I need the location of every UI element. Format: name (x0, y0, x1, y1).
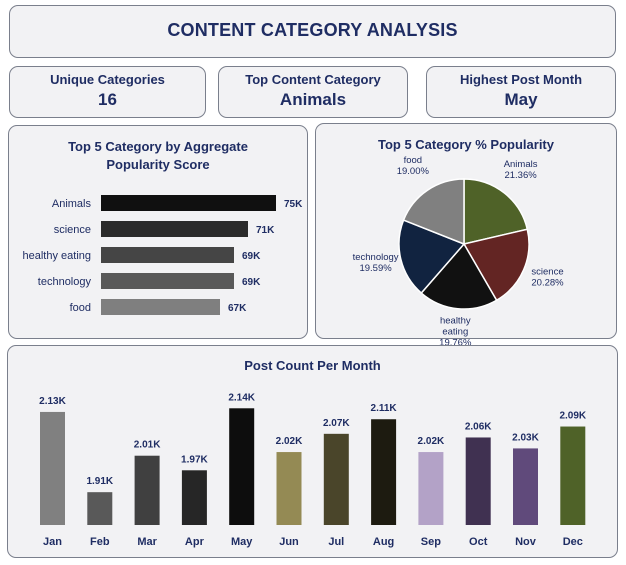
bar-category-label: food (70, 302, 91, 314)
pie-slice-label: Animals 21.36% (504, 159, 538, 181)
column-value-label: 2.01K (134, 440, 161, 451)
month-label: Aug (373, 536, 394, 548)
kpi-card-highest-post-month: Highest Post Month May (426, 66, 616, 118)
bar (101, 221, 248, 237)
kpi-label: Highest Post Month (459, 72, 583, 87)
column-value-label: 1.91K (86, 476, 113, 487)
column-bar (513, 448, 538, 525)
month-label: Jun (279, 536, 299, 548)
kpi-label: Top Content Category (245, 72, 381, 87)
category-bar-chart-panel: Top 5 Category by Aggregate Popularity S… (8, 125, 308, 339)
bar (101, 195, 276, 211)
month-label: Jan (43, 536, 62, 548)
kpi-value: 16 (98, 90, 117, 109)
column-bar (560, 426, 586, 525)
column-bar (229, 408, 255, 525)
kpi-label: Unique Categories (50, 72, 165, 87)
column-value-label: 2.11K (371, 403, 398, 414)
column-bar (134, 455, 160, 525)
pie-slice-label: food 19.00% (397, 155, 430, 177)
column-value-label: 2.09K (559, 411, 586, 422)
month-label: Mar (137, 536, 157, 548)
bar-value-label: 75K (284, 199, 303, 210)
pie-slice (402, 178, 465, 246)
column-bar (371, 419, 397, 525)
pie-slice-label: science 20.28% (531, 267, 564, 289)
dashboard-title: CONTENT CATEGORY ANALYSIS (167, 20, 458, 40)
month-label: May (231, 536, 253, 548)
kpi-value: May (504, 90, 538, 109)
month-label: Oct (469, 536, 488, 548)
column-bar (418, 452, 444, 525)
month-label: Nov (515, 536, 537, 548)
bar (101, 247, 234, 263)
column-value-label: 2.07K (323, 418, 350, 429)
column-bar (87, 492, 113, 525)
category-bar-chart: Animals 75K science 71K healthy eating 69K tec… (23, 195, 303, 315)
bar-category-label: healthy eating (23, 250, 92, 262)
column-bar (276, 452, 302, 525)
month-label: Dec (563, 536, 583, 548)
bar-value-label: 71K (256, 225, 275, 236)
bar-value-label: 67K (228, 303, 247, 314)
pie-slice (420, 242, 498, 310)
bar-value-label: 69K (242, 277, 261, 288)
chart-title: Top 5 Category by Aggregate Popularity S… (68, 139, 248, 172)
chart-title: Top 5 Category % Popularity (377, 137, 554, 152)
title-panel: CONTENT CATEGORY ANALYSIS (9, 5, 616, 58)
pie-slice (463, 178, 529, 245)
month-label: Jul (328, 536, 344, 548)
column-value-label: 2.14K (228, 392, 255, 403)
bar-category-label: science (54, 224, 91, 236)
pie-slice-label: healthy eating 19.76% (439, 316, 472, 349)
column-bar (465, 437, 491, 525)
bar (101, 299, 220, 315)
month-label: Apr (185, 536, 205, 548)
bar-category-label: technology (38, 276, 92, 288)
chart-title: Post Count Per Month (244, 358, 381, 373)
month-label: Feb (90, 536, 110, 548)
column-bar (40, 411, 65, 525)
monthly-post-chart-panel: Post Count Per Month 2.13K Jan 1.91K Feb 2.0… (7, 345, 618, 558)
column-value-label: 1.97K (181, 454, 208, 465)
category-pie-chart: Animals 21.36% science 20.28% healthy eating 1… (353, 155, 565, 348)
pie-slice (462, 228, 530, 302)
bar-category-label: Animals (52, 198, 92, 210)
column-value-label: 2.13K (39, 396, 66, 407)
kpi-card-unique-categories: Unique Categories 16 (9, 66, 206, 118)
kpi-value: Animals (279, 90, 347, 109)
column-bar (181, 470, 207, 525)
bar (101, 273, 234, 289)
monthly-post-chart: 2.13K Jan 1.91K Feb 2.01K Mar 1.97K Apr 2.14K May… (39, 392, 587, 548)
column-value-label: 2.03K (512, 432, 539, 443)
pie-slice-label: technology 19.59% (353, 252, 399, 274)
column-value-label: 2.02K (276, 436, 303, 447)
bar-value-label: 69K (242, 251, 261, 262)
column-bar (323, 433, 349, 525)
column-value-label: 2.02K (418, 436, 445, 447)
month-label: Sep (421, 536, 441, 548)
kpi-card-top-content-category: Top Content Category Animals (218, 66, 408, 118)
category-pie-chart-panel: Top 5 Category % Popularity Animals 21.36… (315, 123, 617, 349)
column-value-label: 2.06K (465, 421, 492, 432)
